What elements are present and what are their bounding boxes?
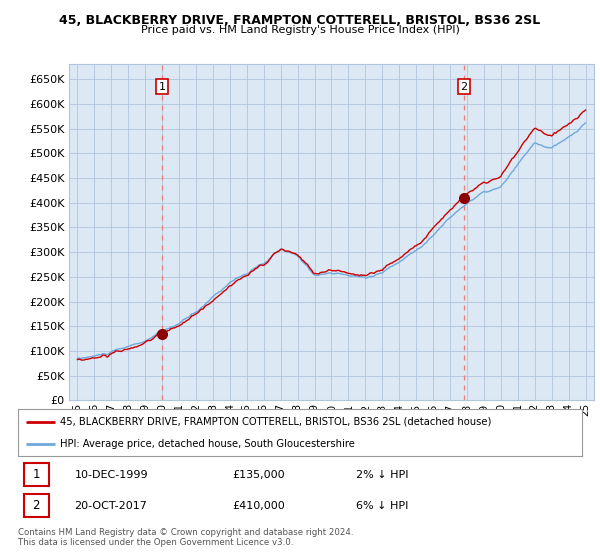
Text: 2% ↓ HPI: 2% ↓ HPI <box>356 470 409 480</box>
Text: £410,000: £410,000 <box>232 501 285 511</box>
Text: 20-OCT-2017: 20-OCT-2017 <box>74 501 147 511</box>
Bar <box>23 463 49 486</box>
Text: 2: 2 <box>461 82 467 92</box>
Text: 1: 1 <box>158 82 166 92</box>
Text: 1: 1 <box>32 468 40 481</box>
Text: 45, BLACKBERRY DRIVE, FRAMPTON COTTERELL, BRISTOL, BS36 2SL (detached house): 45, BLACKBERRY DRIVE, FRAMPTON COTTERELL… <box>60 417 491 427</box>
Text: HPI: Average price, detached house, South Gloucestershire: HPI: Average price, detached house, Sout… <box>60 438 355 449</box>
Text: 10-DEC-1999: 10-DEC-1999 <box>74 470 148 480</box>
Text: 2: 2 <box>32 499 40 512</box>
Text: £135,000: £135,000 <box>232 470 285 480</box>
Bar <box>23 494 49 517</box>
Text: Price paid vs. HM Land Registry's House Price Index (HPI): Price paid vs. HM Land Registry's House … <box>140 25 460 35</box>
Text: 45, BLACKBERRY DRIVE, FRAMPTON COTTERELL, BRISTOL, BS36 2SL: 45, BLACKBERRY DRIVE, FRAMPTON COTTERELL… <box>59 14 541 27</box>
Text: Contains HM Land Registry data © Crown copyright and database right 2024.
This d: Contains HM Land Registry data © Crown c… <box>18 528 353 547</box>
Text: 6% ↓ HPI: 6% ↓ HPI <box>356 501 409 511</box>
